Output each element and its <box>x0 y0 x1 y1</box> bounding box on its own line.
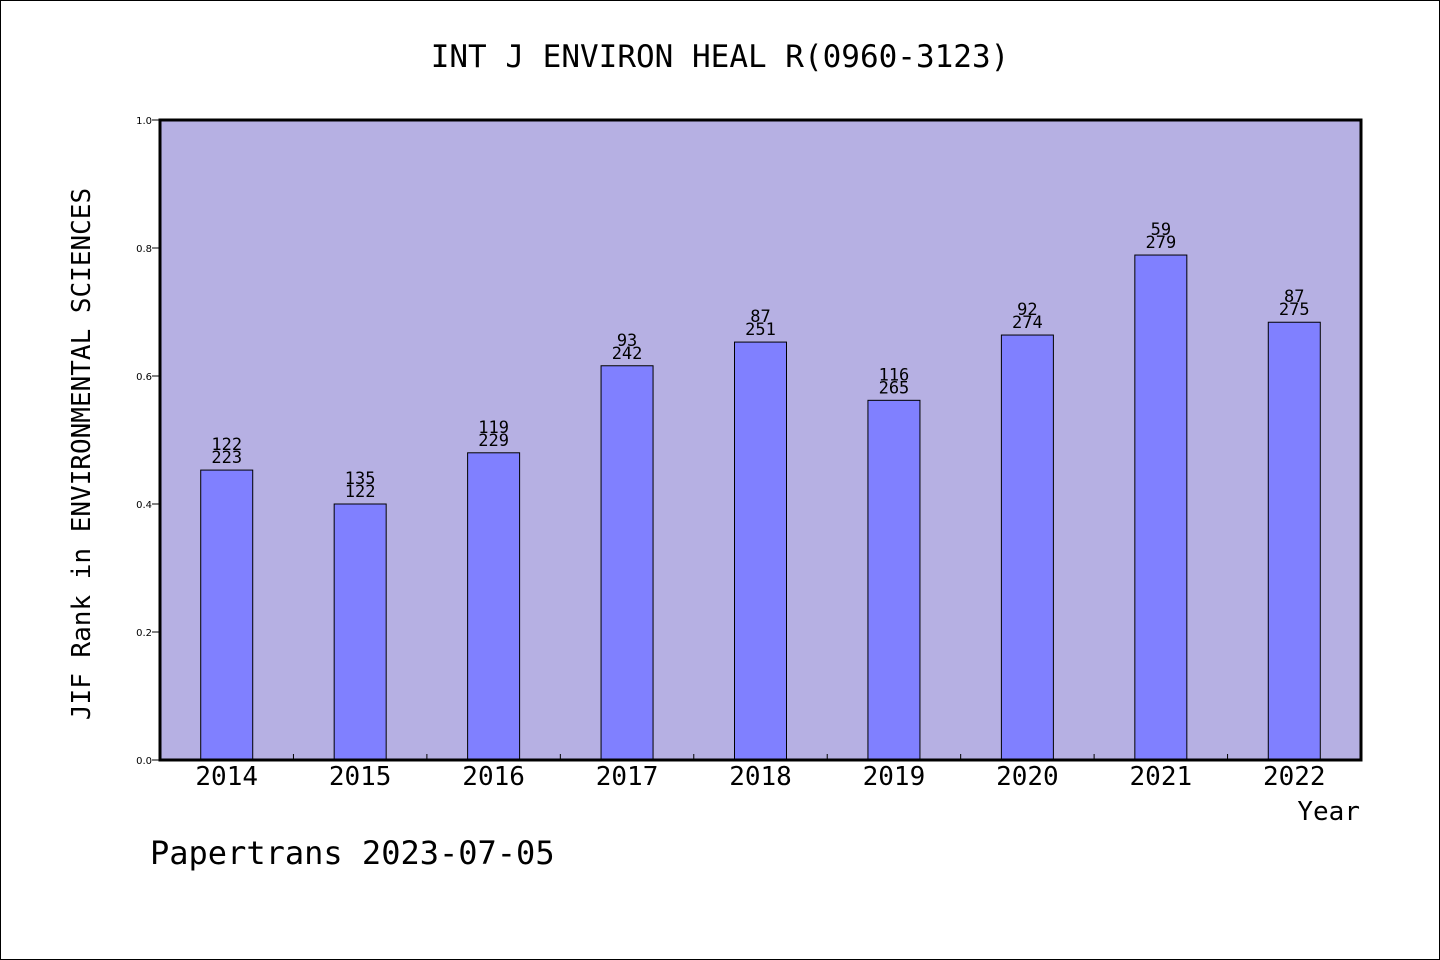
x-tick-label: 2019 <box>863 762 926 792</box>
bar-rank-label: 92 <box>1017 300 1037 320</box>
bar-total-label: 274 <box>1012 313 1043 333</box>
bar-rank-label: 93 <box>617 331 637 351</box>
bar <box>1267 321 1321 761</box>
bar <box>200 469 254 761</box>
y-tick-label: 0.2 <box>136 628 152 639</box>
x-tick-label: 2014 <box>195 762 258 792</box>
bar-rank-label: 59 <box>1151 220 1171 240</box>
bar-rank-label: 119 <box>478 418 509 438</box>
x-tick-label: 2018 <box>729 762 792 792</box>
y-axis-label: JIF Rank in ENVIRONMENTAL SCIENCES <box>67 188 97 720</box>
x-tick-label: 2022 <box>1263 762 1326 792</box>
bar-rank-label: 135 <box>345 469 376 489</box>
x-tick-label: 2017 <box>596 762 659 792</box>
bars: 1222231351221192299324287251116265922745… <box>200 220 1321 761</box>
bar <box>867 399 921 761</box>
bar <box>467 452 521 761</box>
footer-text: Papertrans 2023-07-05 <box>150 834 555 872</box>
x-tick-label: 2020 <box>996 762 1059 792</box>
bar-total-label: 122 <box>345 482 376 502</box>
bar <box>1000 334 1054 761</box>
y-tick-label: 0.8 <box>136 244 152 255</box>
bar <box>1134 254 1188 761</box>
plot-border <box>158 118 1363 762</box>
bar-rank-label: 122 <box>211 435 242 455</box>
bar <box>600 365 654 761</box>
bar-rank-label: 116 <box>879 365 910 385</box>
bar-total-label: 275 <box>1279 300 1310 320</box>
x-tick-label: 2021 <box>1130 762 1193 792</box>
bar-total-label: 265 <box>879 378 910 398</box>
y-tick-label: 0.0 <box>136 756 152 767</box>
y-tick-label: 0.4 <box>136 500 152 511</box>
x-tick-label: 2015 <box>329 762 392 792</box>
chart-title: INT J ENVIRON HEAL R(0960-3123) <box>431 39 1010 75</box>
bar-rank-label: 87 <box>750 307 770 327</box>
x-axis-label: Year <box>1297 797 1360 827</box>
bar-total-label: 223 <box>211 448 242 468</box>
bar-total-label: 279 <box>1145 233 1176 253</box>
bar-total-label: 229 <box>478 431 509 451</box>
bar <box>333 503 387 761</box>
x-axis: 2014 2015 2016 2017 2018 2019 2020 2021 2022 <box>195 754 1326 792</box>
bar-total-label: 242 <box>612 344 643 364</box>
bar-total-label: 251 <box>745 320 776 340</box>
x-tick-label: 2016 <box>462 762 525 792</box>
y-axis: 0.0 0.2 0.4 0.6 0.8 1.0 <box>136 116 160 767</box>
bar-rank-label: 87 <box>1284 287 1304 307</box>
y-tick-label: 1.0 <box>136 116 152 127</box>
bar <box>734 341 787 761</box>
y-tick-label: 0.6 <box>136 372 152 383</box>
